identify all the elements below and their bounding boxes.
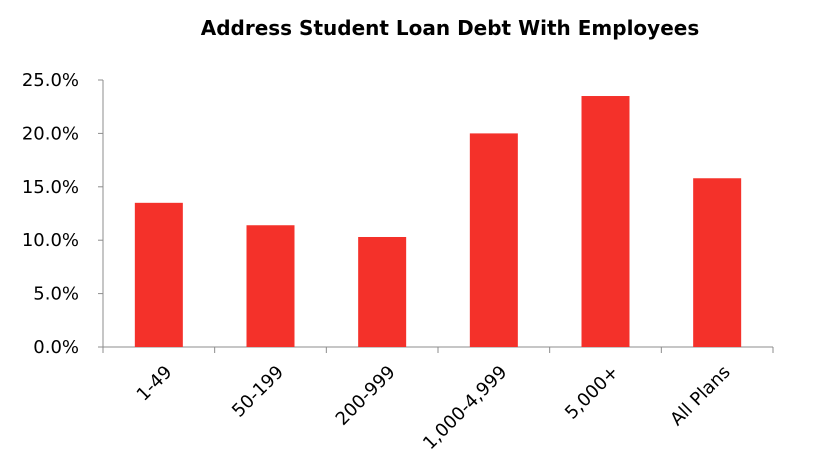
y-tick-label: 10.0%: [22, 230, 79, 251]
x-category-label: 1,000-4,999: [419, 362, 511, 454]
x-category-label: 1-49: [133, 362, 177, 406]
y-tick-label: 25.0%: [22, 70, 79, 91]
x-category-label: 200-999: [332, 362, 400, 430]
bar: [693, 178, 742, 347]
bar: [246, 225, 295, 347]
y-tick-label: 20.0%: [22, 123, 79, 144]
chart-title: Address Student Loan Debt With Employees: [200, 16, 700, 40]
y-tick-label: 15.0%: [22, 177, 79, 198]
bar: [581, 96, 630, 348]
y-tick-label: 5.0%: [33, 284, 79, 305]
x-category-label: 5,000+: [561, 362, 623, 424]
y-tick-label: 0.0%: [33, 337, 79, 358]
x-category-label: 50-199: [228, 362, 288, 422]
x-category-label: All Plans: [666, 362, 734, 430]
bar: [134, 202, 183, 347]
bar: [358, 236, 407, 347]
bar: [469, 133, 518, 347]
